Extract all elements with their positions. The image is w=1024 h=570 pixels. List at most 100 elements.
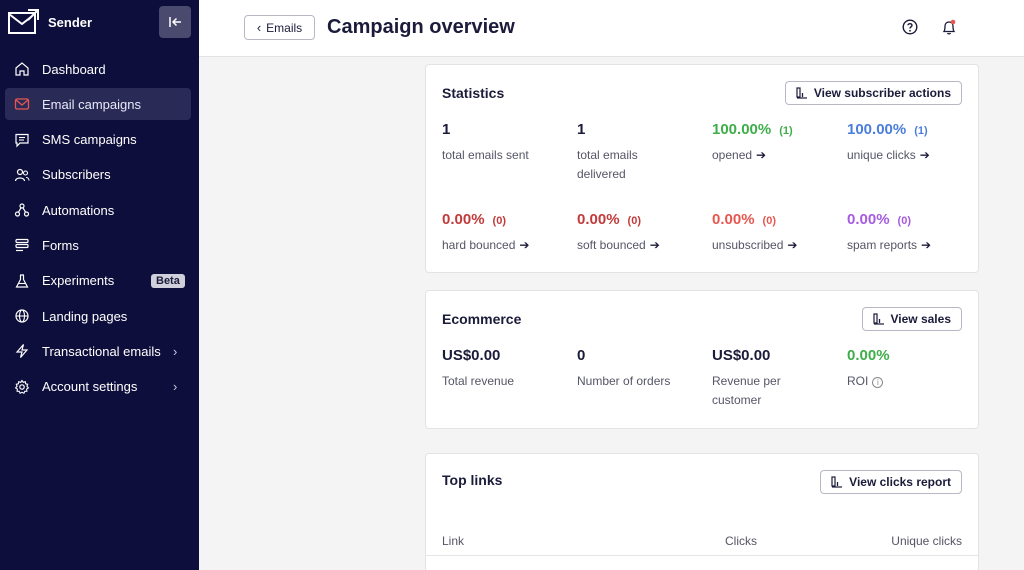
stat-value: 0.00% — [712, 211, 755, 228]
report-icon — [872, 313, 884, 325]
stat-spam-reports[interactable]: 0.00% (0) spam reports ➔ — [847, 211, 977, 255]
top-header: ‹ Emails Campaign overview — [199, 0, 1024, 57]
sidebar-item-label: Account settings — [42, 379, 138, 395]
top-links-card: Top links View clicks report Link Clicks… — [425, 453, 979, 570]
stat-label: unique clicks — [847, 148, 916, 162]
stat-label: soft bounced — [577, 238, 646, 252]
lightning-icon — [14, 343, 30, 359]
stat-hard-bounced[interactable]: 0.00% (0) hard bounced ➔ — [442, 211, 572, 255]
column-header-unique-clicks[interactable]: Unique clicks — [891, 534, 962, 548]
sidebar-item-label: Experiments — [42, 273, 115, 289]
stat-label: hard bounced — [442, 238, 516, 252]
arrow-right-icon: ➔ — [649, 238, 660, 252]
stat-label: Number of orders — [577, 374, 671, 388]
view-subscriber-actions-button[interactable]: View subscriber actions — [784, 81, 962, 105]
arrow-right-icon: ➔ — [519, 238, 530, 252]
ecommerce-title: Ecommerce — [442, 311, 522, 327]
mail-icon — [14, 96, 30, 112]
sidebar-item-label: Transactional emails — [42, 343, 161, 359]
gear-icon — [14, 379, 30, 395]
brand-name: Sender — [48, 14, 93, 30]
sidebar: Sender Dashboard Email campaigns SMS cam… — [0, 0, 199, 570]
view-sales-button[interactable]: View sales — [861, 307, 962, 331]
sidebar-item-sms-campaigns[interactable]: SMS campaigns — [5, 124, 191, 156]
ecom-revenue-per-customer: US$0.00 Revenue per customer — [712, 347, 802, 410]
arrow-right-icon: ➔ — [756, 148, 767, 162]
stat-value: 0.00% — [847, 347, 890, 364]
flask-icon — [14, 273, 30, 289]
forms-icon — [14, 237, 30, 253]
top-links-title: Top links — [442, 472, 503, 488]
button-label: View sales — [890, 312, 952, 326]
report-icon — [831, 476, 843, 488]
stat-value: 1 — [442, 121, 451, 138]
stat-label: Revenue per customer — [712, 374, 781, 407]
notification-bell-icon[interactable] — [941, 19, 957, 36]
users-icon — [14, 167, 30, 183]
brand[interactable]: Sender — [8, 8, 92, 36]
sidebar-item-label: Email campaigns — [42, 96, 141, 112]
stat-value: 0.00% — [577, 211, 620, 228]
stat-count: (0) — [627, 215, 641, 227]
button-label: View clicks report — [849, 475, 951, 489]
statistics-card: Statistics View subscriber actions 1 tot… — [425, 64, 979, 273]
back-to-emails-button[interactable]: ‹ Emails — [244, 15, 315, 40]
stat-unique-clicks[interactable]: 100.00% (1) unique clicks ➔ — [847, 121, 977, 165]
stat-label: Total revenue — [442, 374, 515, 388]
sidebar-item-landing-pages[interactable]: Landing pages — [5, 300, 191, 332]
back-button-label: Emails — [266, 20, 303, 35]
stat-count: (1) — [914, 125, 928, 137]
stat-label: total emails sent — [442, 148, 529, 162]
button-label: View subscriber actions — [813, 86, 951, 100]
stat-total-delivered: 1 total emails delivered — [577, 121, 667, 184]
stat-value: 0.00% — [847, 211, 890, 228]
sidebar-item-experiments[interactable]: Experiments Beta — [5, 265, 191, 297]
page-title: Campaign overview — [327, 16, 515, 38]
stat-opened[interactable]: 100.00% (1) opened ➔ — [712, 121, 842, 165]
automation-icon — [14, 202, 30, 218]
sidebar-item-label: Dashboard — [42, 61, 106, 77]
ecom-total-revenue: US$0.00 Total revenue — [442, 347, 572, 391]
stat-value: 100.00% — [712, 121, 772, 138]
stat-count: (0) — [762, 215, 776, 227]
ecom-roi: 0.00% ROI i — [847, 347, 977, 391]
stat-value: 1 — [577, 121, 586, 138]
stat-label: unsubscribed — [712, 238, 784, 252]
ecom-number-of-orders: 0 Number of orders — [577, 347, 707, 391]
stat-label: spam reports — [847, 238, 918, 252]
help-icon[interactable] — [902, 19, 918, 35]
home-icon — [14, 61, 30, 77]
sidebar-item-dashboard[interactable]: Dashboard — [5, 53, 191, 85]
stat-label: total emails delivered — [577, 148, 638, 181]
stat-label: opened — [712, 148, 753, 162]
sidebar-item-label: SMS campaigns — [42, 132, 137, 148]
stat-count: (0) — [492, 215, 506, 227]
column-header-link[interactable]: Link — [442, 534, 465, 548]
stat-count: (0) — [897, 215, 911, 227]
collapse-sidebar-button[interactable] — [159, 6, 191, 38]
info-icon[interactable]: i — [872, 377, 884, 388]
top-links-table-header: Link Clicks Unique clicks — [442, 534, 962, 554]
arrow-right-icon: ➔ — [787, 238, 798, 252]
stat-soft-bounced[interactable]: 0.00% (0) soft bounced ➔ — [577, 211, 707, 255]
sidebar-item-subscribers[interactable]: Subscribers — [5, 159, 191, 191]
stat-value: 0.00% — [442, 211, 485, 228]
sidebar-item-account-settings[interactable]: Account settings › — [5, 371, 191, 403]
stat-value: 0 — [577, 347, 586, 364]
sidebar-item-label: Landing pages — [42, 308, 128, 324]
report-icon — [796, 87, 807, 99]
table-divider — [426, 555, 978, 556]
sidebar-nav: Dashboard Email campaigns SMS campaigns … — [0, 53, 199, 406]
stat-unsubscribed[interactable]: 0.00% (0) unsubscribed ➔ — [712, 211, 842, 255]
beta-badge: Beta — [151, 273, 185, 288]
sidebar-item-email-campaigns[interactable]: Email campaigns — [5, 88, 191, 121]
view-clicks-report-button[interactable]: View clicks report — [820, 470, 962, 494]
stat-count: (1) — [779, 125, 793, 137]
chevron-right-icon: › — [173, 379, 178, 395]
sidebar-item-automations[interactable]: Automations — [5, 194, 191, 226]
stat-total-sent: 1 total emails sent — [442, 121, 572, 165]
sidebar-item-transactional-emails[interactable]: Transactional emails › — [5, 335, 191, 367]
sidebar-item-forms[interactable]: Forms — [5, 229, 191, 261]
column-header-clicks[interactable]: Clicks — [725, 534, 757, 548]
sender-logo-icon — [8, 9, 39, 34]
